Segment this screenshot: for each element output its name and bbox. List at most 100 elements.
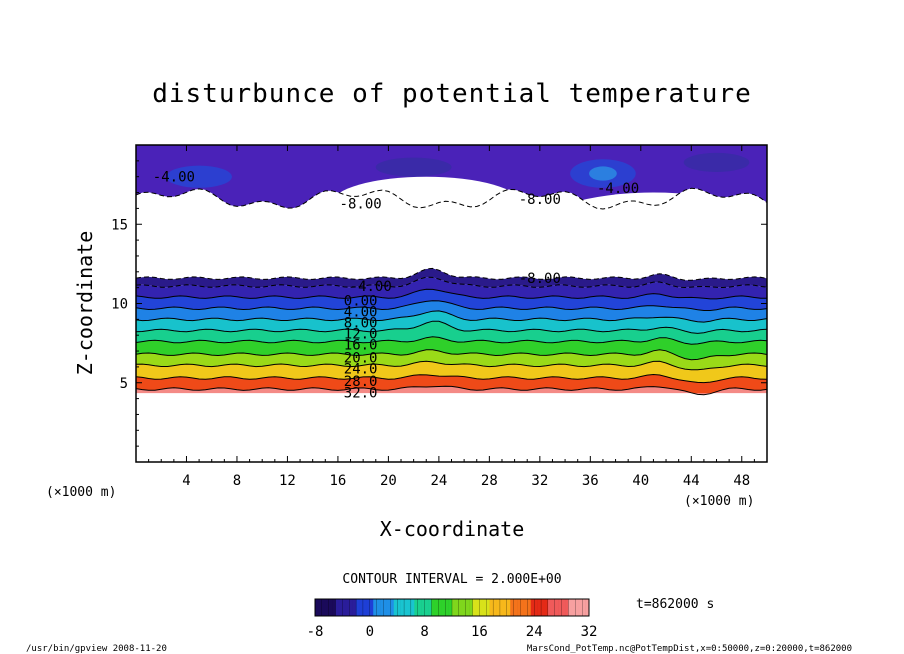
contour-label: -8.00: [340, 197, 382, 213]
colorbar-cell: [342, 598, 347, 617]
contour-label: -8.00: [519, 192, 561, 208]
colorbar-cell: [390, 598, 395, 617]
colorbar-cell: [455, 599, 460, 616]
colorbar-cell: [472, 598, 477, 617]
colorbar-cell: [458, 598, 463, 617]
colorbar-cell: [338, 599, 343, 616]
colorbar-cell: [479, 598, 484, 617]
y-axis: 5 10 15: [111, 160, 767, 447]
colorbar-cell: [318, 599, 323, 616]
contour-label: 4.00: [344, 304, 378, 320]
colorbar-cell: [582, 598, 587, 617]
colorbar-cell: [475, 599, 480, 616]
colorbar-cell: [410, 598, 415, 617]
colorbar-cell: [520, 598, 525, 617]
contour-band: [136, 310, 767, 334]
contour-line: [136, 276, 767, 289]
chart-title: disturbunce of potential temperature: [152, 79, 752, 109]
colorbar-cell: [376, 598, 381, 617]
contour-label: 32.0: [344, 385, 378, 401]
colorbar-cell: [575, 598, 580, 617]
colorbar-cell: [540, 598, 545, 617]
upper-patch: [683, 152, 750, 172]
colorbar-cell: [428, 599, 432, 616]
x-tick-label: 36: [582, 473, 599, 489]
contour-interval: CONTOUR INTERVAL = 2.000E+00: [342, 572, 561, 587]
contour-band: [136, 336, 767, 360]
contour-line: [136, 267, 767, 281]
colorbar-cell: [431, 598, 436, 617]
x-unit-right: (×1000 m): [684, 494, 754, 509]
x-tick-label: 20: [380, 473, 397, 489]
colorbar-cell: [506, 598, 511, 617]
colorbar-cell: [496, 599, 501, 616]
colorbar-cell: [578, 599, 583, 616]
colorbar-cell: [565, 599, 569, 616]
plot-area: [136, 145, 767, 462]
contour-line: [136, 360, 767, 371]
colorbar-cell: [469, 599, 473, 616]
contour-lines: [136, 267, 767, 396]
colorbar-cell: [438, 598, 443, 617]
colorbar: -8 0 8 16 24 32: [307, 598, 598, 640]
colorbar-cell: [332, 599, 336, 616]
colorbar-cell: [530, 599, 535, 616]
contour-label: 12.0: [344, 327, 378, 343]
x-tick-label: 4: [182, 473, 190, 489]
colorbar-cell: [383, 598, 388, 617]
footer-right: MarsCond_PotTemp.nc@PotTempDist,x=0:5000…: [527, 644, 852, 654]
upper-patch: [589, 166, 617, 181]
colorbar-cell: [489, 599, 494, 616]
colorbar-cell: [561, 598, 566, 617]
colorbar-tick-label: 16: [471, 624, 488, 640]
colorbar-frame: [314, 598, 590, 617]
colorbar-cell: [335, 598, 340, 617]
colorbar-cell: [482, 599, 487, 616]
contour-line: [136, 373, 767, 384]
contour-line: [136, 349, 767, 361]
x-tick-label: 12: [279, 473, 296, 489]
contour-band: [136, 289, 767, 311]
colorbar-cell: [527, 598, 532, 617]
clear-region: [136, 214, 345, 266]
colorbar-tick-label: 32: [581, 624, 598, 640]
colorbar-cell: [403, 598, 408, 617]
x-tick-label: 40: [632, 473, 649, 489]
colorbar-cell: [355, 598, 361, 617]
clear-region: [432, 232, 597, 271]
colorbar-cell: [424, 598, 429, 617]
x-tick-label: 28: [481, 473, 498, 489]
x-tick-label: 32: [531, 473, 548, 489]
colorbar-cell: [544, 599, 549, 616]
colorbar-cell: [325, 599, 330, 616]
colorbar-cell: [421, 599, 425, 616]
colorbar-cell: [380, 599, 384, 616]
contour-label: -4.00: [350, 279, 392, 295]
colorbar-cell: [328, 598, 333, 617]
colorbar-cell: [492, 598, 498, 617]
colorbar-cell: [554, 598, 559, 617]
contour-band: [136, 386, 767, 395]
upper-patch: [166, 165, 232, 188]
colorbar-cell: [486, 598, 491, 617]
upper-patch: [375, 157, 452, 177]
colorbar-cell: [558, 599, 562, 616]
colorbar-cell: [397, 598, 402, 617]
contour-band: [136, 268, 767, 288]
x-tick-label: 16: [329, 473, 346, 489]
colorbar-cell: [451, 598, 456, 617]
colorbar-cell: [352, 599, 357, 616]
x-axis: 4 8 12 16 20 24 28 32 36 40 44 48: [148, 145, 755, 489]
colorbar-cell: [523, 599, 528, 616]
colorbar-cell: [462, 599, 467, 616]
colorbar-cell: [349, 598, 354, 617]
colorbar-cell: [547, 598, 552, 617]
time-label: t=862000 s: [636, 597, 714, 612]
contour-labels: -4.00 -8.00 -8.00 -4.00 -4.00 -8.00 0.004.008.…: [153, 170, 639, 402]
colorbar-cell: [369, 598, 374, 617]
contour-band: [136, 321, 767, 345]
colorbar-cell: [359, 599, 364, 616]
contour-label: -4.00: [153, 170, 195, 186]
clear-region: [230, 252, 370, 272]
colorbar-tick-label: 8: [420, 624, 428, 640]
